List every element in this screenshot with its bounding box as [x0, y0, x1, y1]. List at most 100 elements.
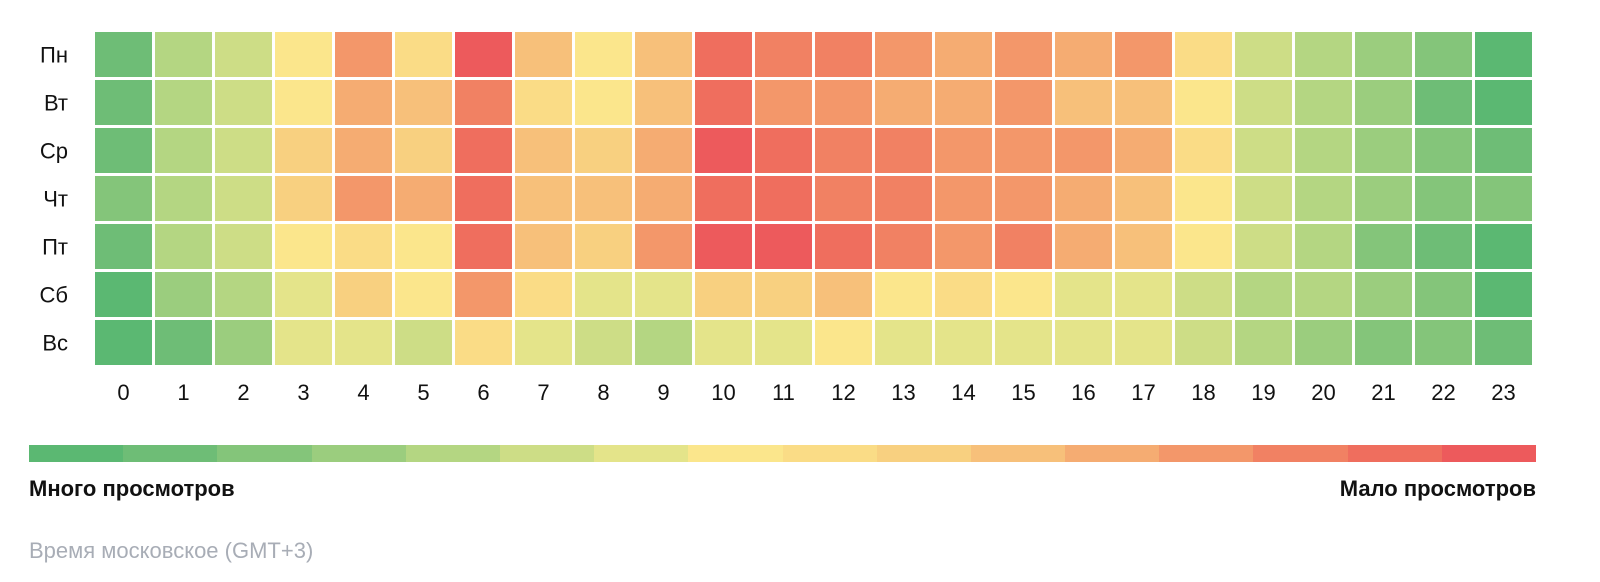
heatmap-cell-Чт-3 — [275, 176, 332, 221]
heatmap-cell-Пн-7 — [515, 32, 572, 77]
heatmap-cell-Вт-7 — [515, 80, 572, 125]
heatmap-cell-Чт-21 — [1355, 176, 1412, 221]
heatmap-cell-Сб-4 — [335, 272, 392, 317]
heatmap-cell-Сб-17 — [1115, 272, 1172, 317]
heatmap-cell-Вт-12 — [815, 80, 872, 125]
heatmap-cell-Вт-22 — [1415, 80, 1472, 125]
heatmap-cell-Сб-6 — [455, 272, 512, 317]
heatmap-cell-Вс-14 — [935, 320, 992, 365]
hour-label: 10 — [711, 380, 735, 405]
heatmap-cell-Пн-1 — [155, 32, 212, 77]
heatmap-cell-Сб-8 — [575, 272, 632, 317]
heatmap-cell-Чт-9 — [635, 176, 692, 221]
heatmap-cell-Вт-15 — [995, 80, 1052, 125]
heatmap-cells — [95, 32, 1532, 365]
heatmap-cell-Чт-15 — [995, 176, 1052, 221]
heatmap-cell-Ср-23 — [1475, 128, 1532, 173]
heatmap-cell-Ср-22 — [1415, 128, 1472, 173]
legend-swatch — [311, 445, 406, 462]
heatmap-cell-Чт-1 — [155, 176, 212, 221]
heatmap-cell-Чт-20 — [1295, 176, 1352, 221]
heatmap-cell-Пн-8 — [575, 32, 632, 77]
legend-swatch — [123, 445, 218, 462]
heatmap-cell-Вс-12 — [815, 320, 872, 365]
heatmap-cell-Пн-23 — [1475, 32, 1532, 77]
heatmap-cell-Вс-2 — [215, 320, 272, 365]
heatmap-cell-Чт-10 — [695, 176, 752, 221]
heatmap-cell-Вс-10 — [695, 320, 752, 365]
heatmap-cell-Сб-16 — [1055, 272, 1112, 317]
heatmap-cell-Ср-16 — [1055, 128, 1112, 173]
hour-label: 4 — [357, 380, 369, 405]
heatmap-cell-Сб-23 — [1475, 272, 1532, 317]
hour-label: 15 — [1011, 380, 1035, 405]
heatmap-cell-Пт-4 — [335, 224, 392, 269]
heatmap-cell-Пт-16 — [1055, 224, 1112, 269]
heatmap-cell-Пт-17 — [1115, 224, 1172, 269]
heatmap-cell-Вт-0 — [95, 80, 152, 125]
heatmap-cell-Сб-20 — [1295, 272, 1352, 317]
heatmap-cell-Пт-5 — [395, 224, 452, 269]
hour-labels: 0 1 2 3 4 5 6 7 8 9 10 11 12 13 14 15 16 17 18 19 20 21 22 23 — [117, 380, 1515, 405]
heatmap-cell-Пт-18 — [1175, 224, 1232, 269]
heatmap-cell-Пн-13 — [875, 32, 932, 77]
heatmap-cell-Ср-0 — [95, 128, 152, 173]
heatmap-cell-Вс-8 — [575, 320, 632, 365]
day-labels: Пн Вт Ср Чт Пт Сб Вс — [40, 43, 69, 356]
hour-label: 7 — [537, 380, 549, 405]
heatmap-cell-Чт-17 — [1115, 176, 1172, 221]
heatmap-cell-Чт-7 — [515, 176, 572, 221]
legend-swatch — [688, 445, 783, 462]
heatmap-cell-Чт-12 — [815, 176, 872, 221]
heatmap-cell-Вт-8 — [575, 80, 632, 125]
legend-swatch — [29, 445, 124, 462]
heatmap-cell-Чт-16 — [1055, 176, 1112, 221]
heatmap-cell-Чт-13 — [875, 176, 932, 221]
heatmap-cell-Вт-1 — [155, 80, 212, 125]
heatmap-cell-Чт-19 — [1235, 176, 1292, 221]
heatmap-cell-Пт-0 — [95, 224, 152, 269]
hour-label: 6 — [477, 380, 489, 405]
heatmap-cell-Чт-2 — [215, 176, 272, 221]
heatmap-cell-Пн-11 — [755, 32, 812, 77]
heatmap-cell-Пт-9 — [635, 224, 692, 269]
day-label: Вс — [42, 331, 68, 356]
hour-label: 13 — [891, 380, 915, 405]
heatmap-cell-Пн-0 — [95, 32, 152, 77]
heatmap-cell-Пт-19 — [1235, 224, 1292, 269]
heatmap-cell-Ср-13 — [875, 128, 932, 173]
hour-label: 0 — [117, 380, 129, 405]
heatmap-cell-Ср-12 — [815, 128, 872, 173]
heatmap-cell-Пн-22 — [1415, 32, 1472, 77]
heatmap-cell-Пн-15 — [995, 32, 1052, 77]
heatmap-cell-Пт-15 — [995, 224, 1052, 269]
heatmap-cell-Вс-4 — [335, 320, 392, 365]
heatmap-cell-Пн-14 — [935, 32, 992, 77]
color-legend-bar — [29, 445, 1536, 462]
heatmap-cell-Вс-15 — [995, 320, 1052, 365]
heatmap-cell-Ср-17 — [1115, 128, 1172, 173]
legend-swatch — [1253, 445, 1348, 462]
heatmap-cell-Чт-4 — [335, 176, 392, 221]
heatmap-cell-Вс-0 — [95, 320, 152, 365]
heatmap-cell-Пн-21 — [1355, 32, 1412, 77]
legend-swatch — [1159, 445, 1254, 462]
heatmap-cell-Сб-12 — [815, 272, 872, 317]
heatmap-cell-Пт-13 — [875, 224, 932, 269]
heatmap-cell-Пт-7 — [515, 224, 572, 269]
heatmap-cell-Вс-20 — [1295, 320, 1352, 365]
legend-swatch — [970, 445, 1066, 462]
hour-label: 19 — [1251, 380, 1275, 405]
day-label: Чт — [43, 187, 68, 212]
heatmap-cell-Ср-8 — [575, 128, 632, 173]
day-label: Пн — [40, 43, 68, 68]
legend-swatch — [499, 445, 595, 462]
heatmap-cell-Пн-10 — [695, 32, 752, 77]
heatmap-cell-Вс-23 — [1475, 320, 1532, 365]
hour-label: 21 — [1371, 380, 1395, 405]
heatmap-cell-Чт-18 — [1175, 176, 1232, 221]
heatmap-cell-Сб-7 — [515, 272, 572, 317]
heatmap-cell-Сб-5 — [395, 272, 452, 317]
heatmap-cell-Вс-22 — [1415, 320, 1472, 365]
